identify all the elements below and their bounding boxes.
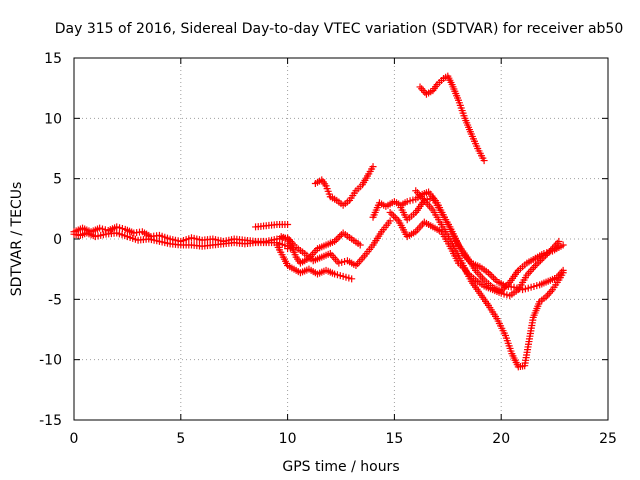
x-axis-label: GPS time / hours	[282, 459, 399, 475]
x-tick-label: 5	[176, 431, 185, 447]
data-point	[502, 282, 510, 290]
y-tick-label: -10	[39, 353, 62, 369]
data-point	[388, 210, 396, 218]
data-point	[369, 163, 377, 171]
x-tick-label: 10	[279, 431, 297, 447]
data-point	[488, 272, 496, 280]
data-point	[555, 237, 563, 245]
data-point	[332, 236, 340, 244]
y-tick-label: 15	[44, 51, 62, 67]
data-point	[531, 262, 539, 270]
data-point	[504, 280, 512, 288]
x-tick-label: 25	[599, 431, 617, 447]
x-tick-label: 0	[70, 431, 79, 447]
data-point	[334, 234, 342, 242]
data-point	[535, 258, 543, 266]
data-point	[544, 291, 552, 299]
data-point	[499, 285, 507, 293]
y-tick-label: -15	[39, 413, 62, 429]
data-point	[559, 241, 567, 249]
data-point	[416, 83, 424, 91]
data-point	[501, 284, 509, 292]
data-point	[418, 85, 426, 93]
data-point	[391, 214, 399, 222]
data-point	[486, 270, 494, 278]
data-point	[490, 274, 498, 282]
y-tick-label: 5	[53, 172, 62, 188]
data-point	[348, 275, 356, 283]
y-tick-label: -5	[48, 292, 62, 308]
tick-labels: 0 5 10 15 20 25 15 10 5 0 -5 -10 -15	[39, 51, 617, 447]
data-point	[386, 208, 394, 216]
data-point	[497, 287, 505, 295]
data-point	[547, 287, 555, 295]
data-point	[331, 237, 339, 245]
y-tick-label: 0	[53, 232, 62, 248]
data-point	[356, 241, 364, 249]
data-point	[386, 217, 394, 225]
y-tick-label: 10	[44, 111, 62, 127]
x-tick-label: 15	[385, 431, 403, 447]
data-point	[559, 269, 567, 277]
data-point	[284, 221, 292, 229]
data-point	[390, 212, 398, 220]
x-tick-label: 20	[492, 431, 510, 447]
chart-title: Day 315 of 2016, Sidereal Day-to-day VTE…	[55, 21, 624, 37]
data-point	[393, 215, 401, 223]
data-point	[545, 289, 553, 297]
data-markers	[70, 72, 567, 371]
data-point	[491, 276, 499, 284]
data-point	[336, 232, 344, 240]
axis-ticks	[73, 57, 609, 421]
data-point	[484, 269, 492, 277]
data-point	[537, 256, 545, 264]
y-axis-label: SDTVAR / TECUs	[9, 182, 25, 297]
data-point	[421, 88, 429, 96]
data-point	[480, 157, 488, 165]
data-point	[533, 260, 541, 268]
